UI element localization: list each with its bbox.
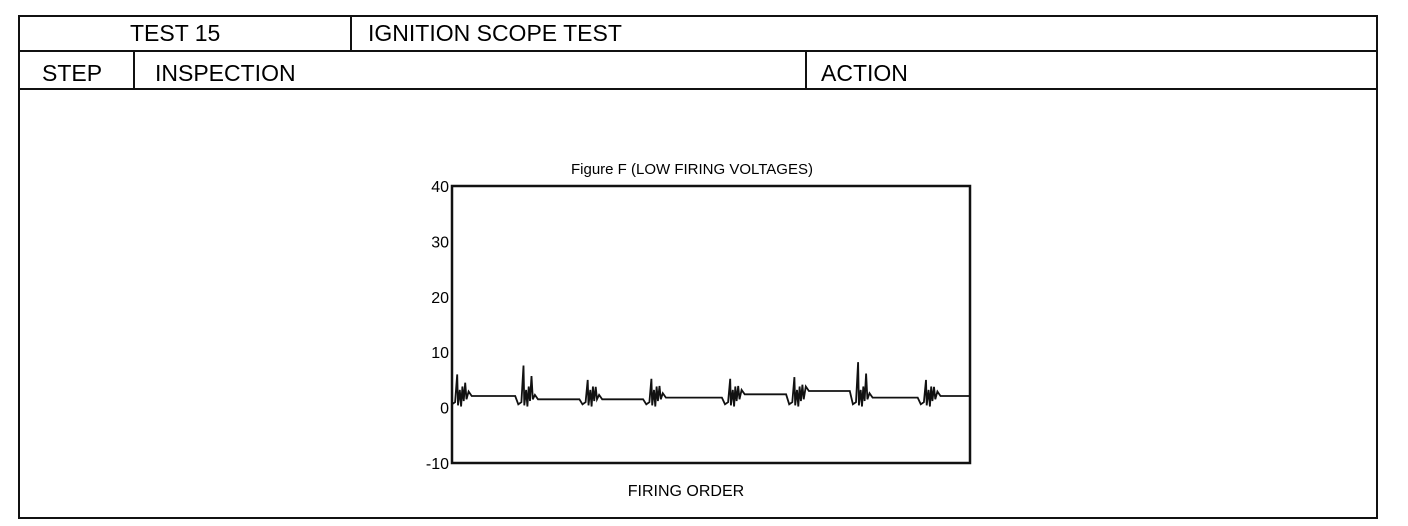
test-title: IGNITION SCOPE TEST [368, 20, 622, 46]
x-axis-label: FIRING ORDER [628, 483, 744, 500]
y-tick-label: 0 [440, 401, 449, 418]
plot-area [450, 184, 972, 465]
test-table: TEST 15 IGNITION SCOPE TEST STEP INSPECT… [18, 15, 1378, 519]
y-tick-label: 30 [431, 234, 449, 251]
test-number: TEST 15 [130, 20, 221, 46]
y-tick-label: 40 [431, 179, 449, 196]
step-column-header: STEP [42, 60, 103, 86]
action-column-header: ACTION [821, 60, 908, 86]
waveform-trace [451, 362, 970, 407]
row-divider [20, 88, 1376, 90]
column-divider [350, 17, 352, 50]
y-tick-label: 20 [431, 290, 449, 307]
y-tick-label: -10 [426, 456, 449, 473]
chart-title: Figure F (LOW FIRING VOLTAGES) [571, 161, 813, 178]
inspection-column-header: INSPECTION [155, 60, 296, 86]
row-divider [20, 50, 1376, 52]
column-divider [805, 50, 807, 88]
y-tick-label: 10 [431, 345, 449, 362]
column-divider [133, 50, 135, 88]
